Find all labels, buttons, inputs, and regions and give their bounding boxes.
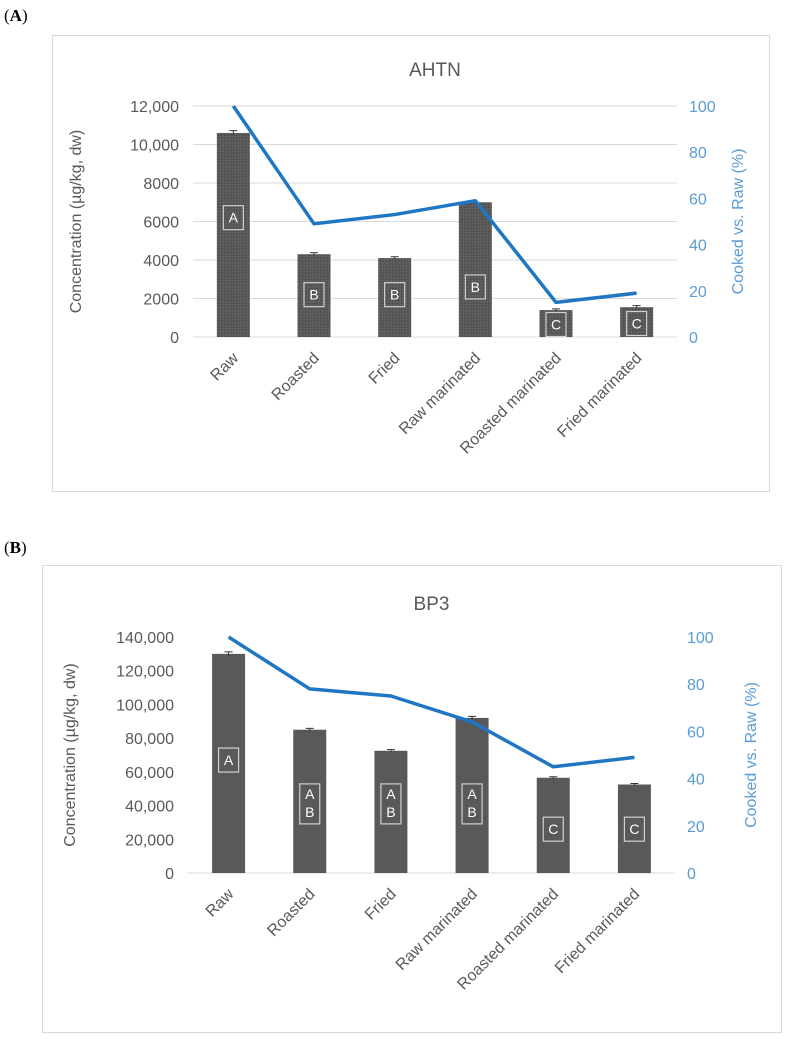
y-tick-label: 4000 [143,253,179,270]
significance-box [384,282,406,308]
category-label: Fried marinated [552,886,643,977]
y2-tick-label: 60 [689,191,707,208]
y-tick-label: 40,000 [125,799,174,816]
significance-box [542,816,564,842]
bar [455,717,489,873]
cooked-vs-raw-line [231,105,637,305]
significance-letter: C [548,821,558,837]
significance-letter: C [632,316,642,332]
category-label: Roasted [264,886,318,940]
category-label: Raw marinated [396,350,484,438]
y2-tick-label: 40 [687,772,705,789]
y2-axis-label: Cooked vs. Raw (%) [730,149,747,295]
y-tick-label: 0 [165,866,174,883]
significance-box [461,783,483,825]
y2-tick-label: 100 [689,99,716,116]
significance-box [623,816,646,842]
significance-box [464,274,486,300]
y2-tick-label: 80 [689,145,707,162]
category-label: Raw marinated [393,886,481,974]
category-label: Raw [208,349,243,384]
bar [212,653,246,873]
bar [378,258,412,337]
significance-box [303,282,325,308]
y2-tick-label: 20 [687,819,705,836]
chart-b: BP3 0 20,000 40,000 60,000 80,000 100,000 120,0… [62,594,760,993]
panel-label-b: (B) [4,538,27,557]
bar [536,777,570,873]
significance-letter: B [309,287,318,303]
y-tick-label: 140,000 [116,630,174,647]
y2-axis-label: Cooked vs. Raw (%) [743,682,760,828]
category-label: Fried [362,886,400,924]
bar [216,132,250,337]
category-label: Fried [366,350,404,388]
significance-box [222,205,244,231]
significance-letter: C [551,316,561,332]
panel-label-a: (A) [4,6,28,25]
chart-a: AHTN 0 2000 4000 6000 8000 10,000 12,000 0 20 40 60… [68,60,747,457]
significance-letter: A [386,786,396,802]
significance-box [217,747,240,773]
y-tick-label: 0 [170,330,179,347]
y-axis-label: Concentration (µg/kg, dw) [68,130,85,314]
significance-box [626,310,648,337]
significance-letter: A [229,210,239,226]
category-label: Roasted [269,350,323,404]
bar [293,729,327,873]
category-label: Raw [203,885,238,920]
chart-title: BP3 [414,594,450,615]
y-tick-label: 120,000 [116,664,174,681]
significance-letter: A [467,786,477,802]
y2-tick-label: 0 [687,866,696,883]
y-tick-label: 10,000 [130,138,179,155]
bar [374,750,408,873]
significance-letter: B [305,804,314,820]
cooked-vs-raw-line [227,635,635,769]
y-tick-label: 60,000 [125,765,174,782]
y-tick-label: 2000 [143,292,179,309]
y-tick-label: 8000 [143,176,179,193]
bar [617,784,651,873]
significance-letter: B [390,287,399,303]
bar [458,202,492,337]
chart-title: AHTN [409,60,461,81]
category-label: Fried marinated [554,350,645,441]
significance-letter: B [386,804,395,820]
y2-tick-label: 20 [689,284,707,301]
chart-b-frame: BP3 0 20,000 40,000 60,000 80,000 100,000 120,0… [42,565,782,1033]
significance-letter: B [471,279,480,295]
bar [297,254,331,337]
significance-box [299,783,321,825]
significance-letter: C [629,821,639,837]
y2-tick-label: 40 [689,238,707,255]
significance-box [380,783,402,825]
significance-letter: B [467,804,476,820]
significance-letter: A [305,786,315,802]
y2-tick-label: 100 [687,630,714,647]
y2-tick-label: 60 [687,724,705,741]
bar [539,310,573,337]
y-tick-label: 6000 [143,215,179,232]
y-tick-label: 20,000 [125,832,174,849]
y-tick-label: 12,000 [130,99,179,116]
bar [620,307,654,337]
y-axis-label: Concentration (µg/kg, dw) [62,663,79,847]
y2-tick-label: 80 [687,677,705,694]
significance-box [545,311,567,338]
y-tick-label: 100,000 [116,697,174,714]
chart-a-frame: AHTN 0 2000 4000 6000 8000 10,000 12,000 0 20 40 60… [52,35,770,492]
significance-letter: A [224,752,234,768]
y-tick-label: 80,000 [125,731,174,748]
y2-tick-label: 0 [689,330,698,347]
